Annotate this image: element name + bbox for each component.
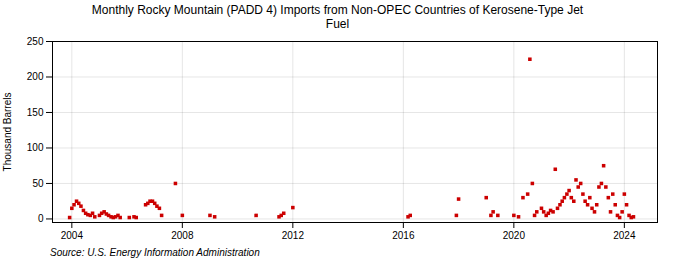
svg-text:2008: 2008 [171,230,194,241]
svg-text:2004: 2004 [61,230,84,241]
svg-text:200: 200 [27,71,44,82]
svg-text:2012: 2012 [282,230,305,241]
svg-text:250: 250 [27,36,44,47]
svg-text:0: 0 [38,213,44,224]
svg-text:2016: 2016 [392,230,415,241]
svg-text:150: 150 [27,107,44,118]
svg-text:2020: 2020 [503,230,526,241]
html-text:Monthly Rocky Mountain (PADD 4: Monthly Rocky Mountain (PADD 4) Imports … [91,3,584,31]
svg-text:2024: 2024 [613,230,636,241]
svg-text:Thousand Barrels: Thousand Barrels [2,93,13,172]
svg-text:50: 50 [32,178,44,189]
svg-text:100: 100 [27,142,44,153]
html-text:Source: U.S. Energy Informatio: Source: U.S. Energy Information Administ… [50,247,260,258]
